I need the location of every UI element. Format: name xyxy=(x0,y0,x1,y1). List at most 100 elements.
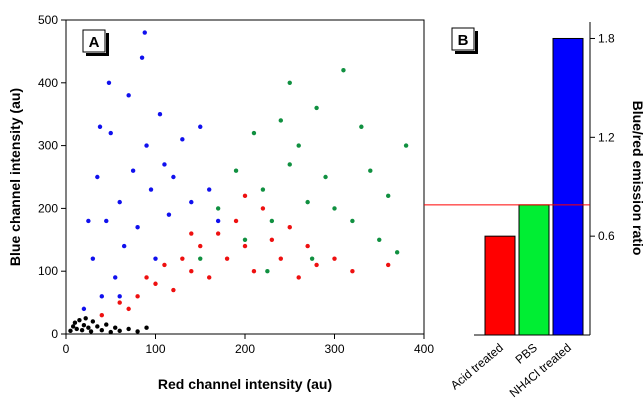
y-tick-label: 100 xyxy=(38,264,58,278)
x-tick-label: 100 xyxy=(145,342,165,356)
scatter-point xyxy=(126,93,131,98)
scatter-point xyxy=(148,187,154,192)
scatter-point xyxy=(305,243,310,249)
scatter-point xyxy=(215,206,221,211)
scatter-point xyxy=(314,105,319,111)
scatter-point xyxy=(260,187,266,192)
scatter-point xyxy=(86,325,91,330)
scatter-point xyxy=(104,322,109,327)
scatter-point xyxy=(117,294,122,299)
scatter-point xyxy=(99,328,105,333)
scatter-point xyxy=(144,325,149,330)
scatter-point xyxy=(162,162,167,167)
scatter-point xyxy=(117,328,122,334)
scatter-point xyxy=(99,312,105,318)
scatter-point xyxy=(126,326,131,332)
scatter-point xyxy=(81,306,87,312)
scatter-point xyxy=(386,193,391,199)
scatter-point xyxy=(242,193,248,199)
scatter-point xyxy=(135,294,140,299)
scatter-point xyxy=(368,168,373,173)
scatter-point xyxy=(171,287,176,293)
category-label: Acid treated xyxy=(448,341,506,393)
scatter-point xyxy=(198,124,203,129)
scatter-point xyxy=(117,300,122,305)
scatter-point xyxy=(135,225,140,230)
y-tick-label: 200 xyxy=(38,201,58,215)
scatter-point xyxy=(377,237,382,242)
scatter-point xyxy=(157,112,163,117)
scatter-point xyxy=(287,162,292,167)
panel-a-label: A xyxy=(89,34,100,51)
scatter-point xyxy=(171,174,176,180)
scatter-point xyxy=(108,130,113,136)
scatter-point xyxy=(95,324,100,329)
x-axis-title: Red channel intensity (au) xyxy=(158,376,332,392)
scatter-point xyxy=(153,281,158,286)
panel-b-label-box xyxy=(451,27,475,51)
scatter-point xyxy=(224,256,230,261)
scatter-point xyxy=(79,328,85,333)
scatter-point xyxy=(278,118,283,123)
panel-a-label-box xyxy=(82,29,106,53)
panel-b-label-shadow xyxy=(475,31,478,53)
scatter-point xyxy=(139,55,145,60)
y-tick-label: 400 xyxy=(38,76,58,90)
panel-a-label-shadow-bottom xyxy=(86,53,109,56)
scatter-point xyxy=(77,317,82,323)
scatter-point xyxy=(323,174,328,180)
scatter-point xyxy=(207,275,212,280)
scatter-point xyxy=(260,206,266,211)
scatter-points xyxy=(68,30,409,335)
scatter-point xyxy=(350,218,355,224)
scatter-point xyxy=(198,256,203,261)
scatter-point xyxy=(130,168,136,173)
scatter-point xyxy=(117,199,122,205)
scatter-point xyxy=(180,137,185,142)
scatter-point xyxy=(251,130,257,136)
scatter-point xyxy=(189,269,194,274)
scatter-point xyxy=(86,218,91,224)
scatter-point xyxy=(68,328,73,334)
bar-axes: 0.6 1.2 1.8 xyxy=(590,31,615,243)
scatter-point xyxy=(166,212,172,217)
x-tick-label: 400 xyxy=(414,342,434,356)
scatter-point xyxy=(70,324,76,329)
scatter-point xyxy=(350,269,355,274)
scatter-point xyxy=(287,225,292,230)
y-axis-title: Blue channel intensity (au) xyxy=(7,88,23,266)
scatter-point xyxy=(265,269,270,274)
scatter-point xyxy=(72,320,78,325)
scatter-point xyxy=(215,231,221,236)
ratio-bar xyxy=(484,235,516,336)
scatter-point xyxy=(162,262,167,268)
ratio-tick-label: 1.8 xyxy=(598,31,615,45)
ratio-bar xyxy=(552,37,584,336)
scatter-point xyxy=(251,269,257,274)
scatter-point xyxy=(90,256,96,261)
scatter-point xyxy=(314,262,319,268)
category-label: NH4Cl treated xyxy=(507,341,574,401)
scatter-point xyxy=(144,143,149,148)
scatter-point xyxy=(332,256,337,261)
y-tick-label: 0 xyxy=(51,327,58,341)
scatter-point xyxy=(332,206,337,211)
x-tick-label: 200 xyxy=(235,342,255,356)
scatter-point xyxy=(74,326,79,332)
scatter-point xyxy=(309,256,315,261)
scatter-point xyxy=(153,256,158,261)
scatter-panel: 0 100 200 300 400 0 100 200 300 400 500 A Red chan… xyxy=(7,13,434,392)
ratio-axis-title: Blue/red emission ratio xyxy=(630,101,644,256)
y-tick-label: 500 xyxy=(38,13,58,27)
scatter-point xyxy=(135,329,140,334)
y-tick-label: 300 xyxy=(38,139,58,153)
x-tick-label: 0 xyxy=(63,342,70,356)
scatter-point xyxy=(189,231,194,236)
scatter-point xyxy=(233,218,239,224)
scatter-point xyxy=(88,329,94,334)
panel-b-label: B xyxy=(458,32,469,49)
scatter-point xyxy=(113,275,118,280)
